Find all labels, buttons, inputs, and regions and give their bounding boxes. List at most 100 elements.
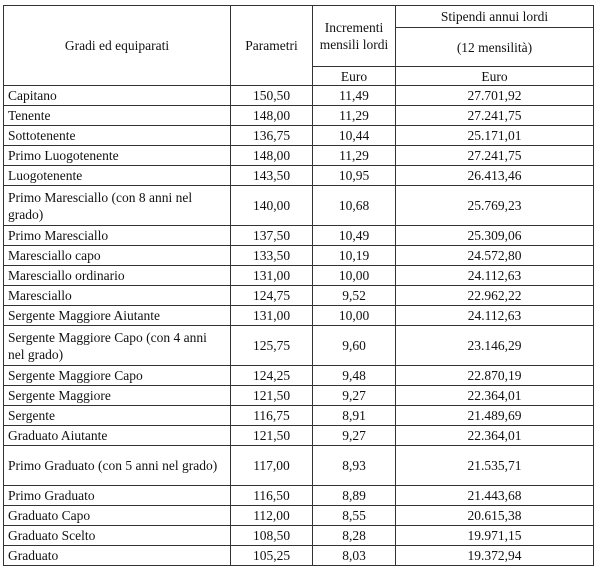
value-cell: 25.171,01 — [395, 125, 594, 146]
grade-cell: Sergente Maggiore Capo — [3, 365, 231, 386]
table-row: Sergente Maggiore Aiutante 131,00 10,00 24.… — [3, 305, 594, 326]
table-row: Primo Maresciallo 137,50 10,49 25.309,06 — [3, 225, 594, 246]
value-cell: 133,50 — [230, 245, 313, 266]
value-cell: 10,95 — [312, 165, 396, 186]
table-row: Graduato 105,25 8,03 19.372,94 — [3, 545, 594, 566]
grade-cell: Maresciallo capo — [3, 245, 231, 266]
table-header: Gradi ed equiparati Parametri Incrementi… — [3, 5, 594, 86]
grade-cell: Sergente Maggiore — [3, 385, 231, 406]
value-cell: 148,00 — [230, 145, 313, 166]
value-cell: 9,27 — [312, 385, 396, 406]
value-cell: 143,50 — [230, 165, 313, 186]
value-cell: 116,50 — [230, 485, 313, 506]
value-cell: 124,75 — [230, 285, 313, 306]
value-cell: 8,89 — [312, 485, 396, 506]
value-cell: 137,50 — [230, 225, 313, 246]
value-cell: 21.489,69 — [395, 405, 594, 426]
value-cell: 27.241,75 — [395, 145, 594, 166]
grade-cell: Luogotenente — [3, 165, 231, 186]
table-row: Luogotenente 143,50 10,95 26.413,46 — [3, 165, 594, 186]
value-cell: 117,00 — [230, 445, 313, 486]
table-row: Graduato Aiutante 121,50 9,27 22.364,01 — [3, 425, 594, 446]
header-cell: Stipendi annui lordi — [395, 5, 594, 28]
grade-cell: Maresciallo — [3, 285, 231, 306]
value-cell: 131,00 — [230, 265, 313, 286]
grade-cell: Maresciallo ordinario — [3, 265, 231, 286]
value-cell: 8,28 — [312, 525, 396, 546]
salary-table: Gradi ed equiparati Parametri Incrementi… — [3, 5, 594, 566]
table-row: Primo Graduato (con 5 anni nel grado) 117… — [3, 445, 594, 486]
value-cell: 8,91 — [312, 405, 396, 426]
value-cell: 121,50 — [230, 425, 313, 446]
table-body: Capitano 150,50 11,49 27.701,92 Tenente 148,0… — [3, 85, 594, 566]
table-row: Capitano 150,50 11,49 27.701,92 — [3, 85, 594, 106]
table-row: Sergente 116,75 8,91 21.489,69 — [3, 405, 594, 426]
value-cell: 11,29 — [312, 105, 396, 126]
grade-cell: Primo Maresciallo (con 8 anni nel grado) — [3, 185, 231, 226]
value-cell: 10,68 — [312, 185, 396, 226]
grade-cell: Sergente Maggiore Capo (con 4 anni nel g… — [3, 325, 231, 366]
header-cell: Gradi ed equiparati — [3, 5, 231, 86]
table-row: Tenente 148,00 11,29 27.241,75 — [3, 105, 594, 126]
value-cell: 10,00 — [312, 265, 396, 286]
value-cell: 10,49 — [312, 225, 396, 246]
grade-cell: Capitano — [3, 85, 231, 106]
value-cell: 25.769,23 — [395, 185, 594, 226]
grade-cell: Primo Maresciallo — [3, 225, 231, 246]
value-cell: 24.572,80 — [395, 245, 594, 266]
value-cell: 26.413,46 — [395, 165, 594, 186]
value-cell: 136,75 — [230, 125, 313, 146]
grade-cell: Sergente — [3, 405, 231, 426]
table-row: Maresciallo ordinario 131,00 10,00 24.112,6… — [3, 265, 594, 286]
value-cell: 10,00 — [312, 305, 396, 326]
header-cell: Euro — [395, 66, 594, 86]
value-cell: 22.962,22 — [395, 285, 594, 306]
value-cell: 21.443,68 — [395, 485, 594, 506]
grade-cell: Graduato Capo — [3, 505, 231, 526]
value-cell: 22.870,19 — [395, 365, 594, 386]
table-row: Sergente Maggiore Capo 124,25 9,48 22.870,1… — [3, 365, 594, 386]
table-row: Maresciallo 124,75 9,52 22.962,22 — [3, 285, 594, 306]
grade-cell: Primo Graduato (con 5 anni nel grado) — [3, 445, 231, 486]
grade-cell: Graduato — [3, 545, 231, 566]
table-row: Primo Graduato 116,50 8,89 21.443,68 — [3, 485, 594, 506]
value-cell: 124,25 — [230, 365, 313, 386]
value-cell: 105,25 — [230, 545, 313, 566]
value-cell: 22.364,01 — [395, 385, 594, 406]
value-cell: 24.112,63 — [395, 305, 594, 326]
grade-cell: Sergente Maggiore Aiutante — [3, 305, 231, 326]
table-row: Primo Maresciallo (con 8 anni nel grado)… — [3, 185, 594, 226]
table-row: Maresciallo capo 133,50 10,19 24.572,80 — [3, 245, 594, 266]
value-cell: 19.971,15 — [395, 525, 594, 546]
value-cell: 19.372,94 — [395, 545, 594, 566]
value-cell: 150,50 — [230, 85, 313, 106]
value-cell: 10,19 — [312, 245, 396, 266]
grade-cell: Primo Luogotenente — [3, 145, 231, 166]
value-cell: 9,60 — [312, 325, 396, 366]
value-cell: 108,50 — [230, 525, 313, 546]
value-cell: 9,27 — [312, 425, 396, 446]
value-cell: 112,00 — [230, 505, 313, 526]
header-cell: Incrementi mensili lordi — [312, 5, 396, 67]
header-cell: (12 mensilità) — [395, 27, 594, 67]
value-cell: 9,48 — [312, 365, 396, 386]
table-row: Graduato Capo 112,00 8,55 20.615,38 — [3, 505, 594, 526]
grade-cell: Graduato Aiutante — [3, 425, 231, 446]
table-row: Sergente Maggiore 121,50 9,27 22.364,01 — [3, 385, 594, 406]
value-cell: 24.112,63 — [395, 265, 594, 286]
value-cell: 21.535,71 — [395, 445, 594, 486]
grade-cell: Sottotenente — [3, 125, 231, 146]
value-cell: 25.309,06 — [395, 225, 594, 246]
value-cell: 121,50 — [230, 385, 313, 406]
header-cell: Euro — [312, 66, 396, 86]
value-cell: 125,75 — [230, 325, 313, 366]
grade-cell: Tenente — [3, 105, 231, 126]
value-cell: 8,55 — [312, 505, 396, 526]
value-cell: 20.615,38 — [395, 505, 594, 526]
table-row: Sottotenente 136,75 10,44 25.171,01 — [3, 125, 594, 146]
table-row: Sergente Maggiore Capo (con 4 anni nel g… — [3, 325, 594, 366]
table-row: Primo Luogotenente 148,00 11,29 27.241,75 — [3, 145, 594, 166]
value-cell: 140,00 — [230, 185, 313, 226]
value-cell: 27.701,92 — [395, 85, 594, 106]
